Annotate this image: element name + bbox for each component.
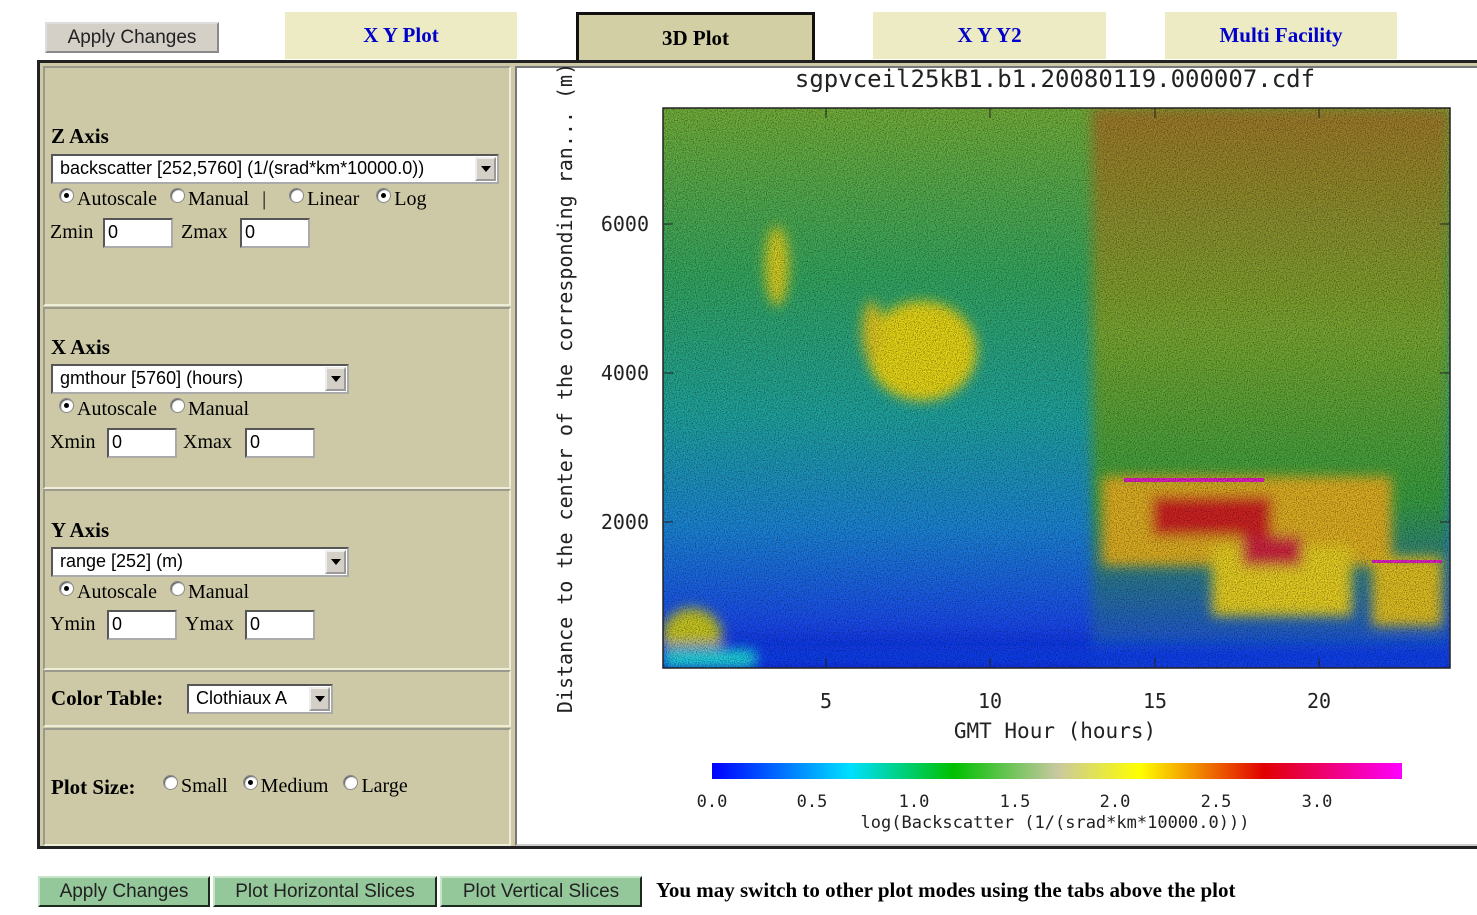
options: Autoscale Manual [59,581,249,604]
options: Autoscale Manual | Linear Log [59,188,427,211]
select-value: range [252] (m) [60,551,184,571]
min-label: Xmin [50,431,96,453]
option[interactable]: Manual [187,188,250,210]
option[interactable]: Small [181,775,228,797]
vertical-slices-button[interactable]: Plot Vertical Slices [440,876,642,907]
colorbar-tick-label: 0.0 [697,792,728,812]
select-value: Clothiaux A [196,688,288,708]
section-label: Y Axis [51,518,110,542]
x-tick-label: 15 [1143,689,1167,713]
y-tick-label: 4000 [601,361,649,385]
option[interactable]: Autoscale [77,188,157,210]
max-input[interactable]: 0 [245,610,315,640]
select-value: backscatter [252,5760] (1/(srad*km*10000… [60,158,425,178]
max-label: Xmax [183,431,232,453]
colorbar-tick-label: 2.5 [1201,792,1232,812]
y-tick-label: 2000 [601,510,649,534]
select[interactable]: range [252] (m) [51,547,349,577]
option[interactable]: Log [394,188,427,210]
colorbar-tick-label: 2.0 [1100,792,1131,812]
apply-button[interactable]: Apply Changes [38,876,210,907]
tab[interactable]: X Y Plot [285,12,517,59]
tab[interactable]: X Y Y2 [873,12,1106,59]
min-input[interactable]: 0 [107,428,177,458]
x-tick-label: 10 [978,689,1002,713]
colorbar-tick-label: 1.5 [1000,792,1031,812]
apply-button[interactable]: Apply Changes [45,22,219,53]
options: Autoscale Manual [59,398,249,421]
z-axis-section: Z Axis backscatter [252,5760] (1/(srad*k… [43,66,511,306]
colorbar-tick-label: 1.0 [899,792,930,812]
option[interactable]: Linear [307,188,360,210]
option[interactable]: Large [361,775,408,797]
horizontal-slices-button[interactable]: Plot Horizontal Slices [213,876,437,907]
section-label: Plot Size: [51,775,136,799]
colorbar-tick-label: 0.5 [797,792,828,812]
min-input[interactable]: 0 [107,610,177,640]
y-tick-label: 6000 [601,212,649,236]
min-label: Zmin [50,221,94,243]
option[interactable]: Manual [187,581,250,603]
color-table-section: Color Table: Clothiaux A [43,670,511,727]
section-label: Z Axis [51,124,109,148]
section-label: Color Table: [51,686,164,710]
max-input[interactable]: 0 [245,428,315,458]
heatmap [663,108,1450,668]
select[interactable]: gmthour [5760] (hours) [51,364,349,394]
option[interactable]: Autoscale [77,398,157,420]
x-axis-label: GMT Hour (hours) [954,719,1156,743]
select-value: gmthour [5760] (hours) [60,368,244,388]
plot-size-section: Plot Size: Small Medium Large [43,728,511,846]
select[interactable]: Clothiaux A [187,684,333,714]
max-label: Ymax [185,613,234,635]
section-label: X Axis [51,335,110,359]
plot-title: sgpvceil25kB1.b1.20080119.000007.cdf [795,66,1315,93]
colorbar-label: log(Backscatter (1/(srad*km*10000.0))) [861,813,1250,833]
option[interactable]: Manual [187,398,250,420]
option[interactable]: Autoscale [77,581,157,603]
max-label: Zmax [181,221,228,243]
separator: | [262,188,267,210]
option[interactable]: Medium [260,775,329,797]
y-axis-section: Y Axis range [252] (m) Autoscale Manual … [43,489,511,670]
colorbar-tick-label: 3.0 [1302,792,1333,812]
min-label: Ymin [50,613,96,635]
x-axis-section: X Axis gmthour [5760] (hours) Autoscale … [43,307,511,489]
note: You may switch to other plot modes using… [656,878,1236,902]
colorbar [712,763,1402,779]
plot: sgpvceil25kB1.b1.20080119.000007.cdf Dis… [553,66,1451,833]
options: Small Medium Large [163,775,408,798]
tab-active[interactable]: 3D Plot [576,12,815,62]
plot-frame [662,107,1451,669]
x-tick-label: 20 [1307,689,1331,713]
tab[interactable]: Multi Facility [1165,12,1397,59]
min-input[interactable]: 0 [103,218,173,248]
select[interactable]: backscatter [252,5760] (1/(srad*km*10000… [51,154,499,184]
x-tick-label: 5 [820,689,832,713]
y-axis-label: Distance to the center of the correspond… [553,66,577,713]
max-input[interactable]: 0 [240,218,310,248]
